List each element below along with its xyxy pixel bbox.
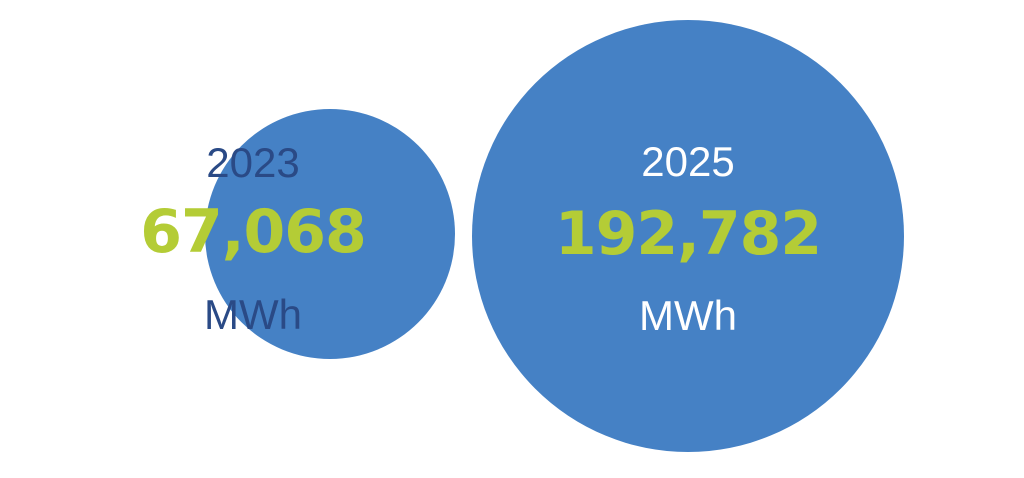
bubble-group-2023: 2023 67,068 MWh [140, 109, 455, 359]
unit-label-2023: MWh [204, 291, 302, 338]
value-label-2023: 67,068 [140, 197, 366, 267]
value-label-2025: 192,782 [555, 199, 821, 269]
bubble-group-2025: 2025 192,782 MWh [472, 20, 904, 452]
unit-label-2025: MWh [639, 292, 737, 339]
year-label-2025: 2025 [641, 138, 734, 185]
bubble-2025 [472, 20, 904, 452]
bubble-2023 [205, 109, 455, 359]
year-label-2023: 2023 [206, 139, 299, 186]
